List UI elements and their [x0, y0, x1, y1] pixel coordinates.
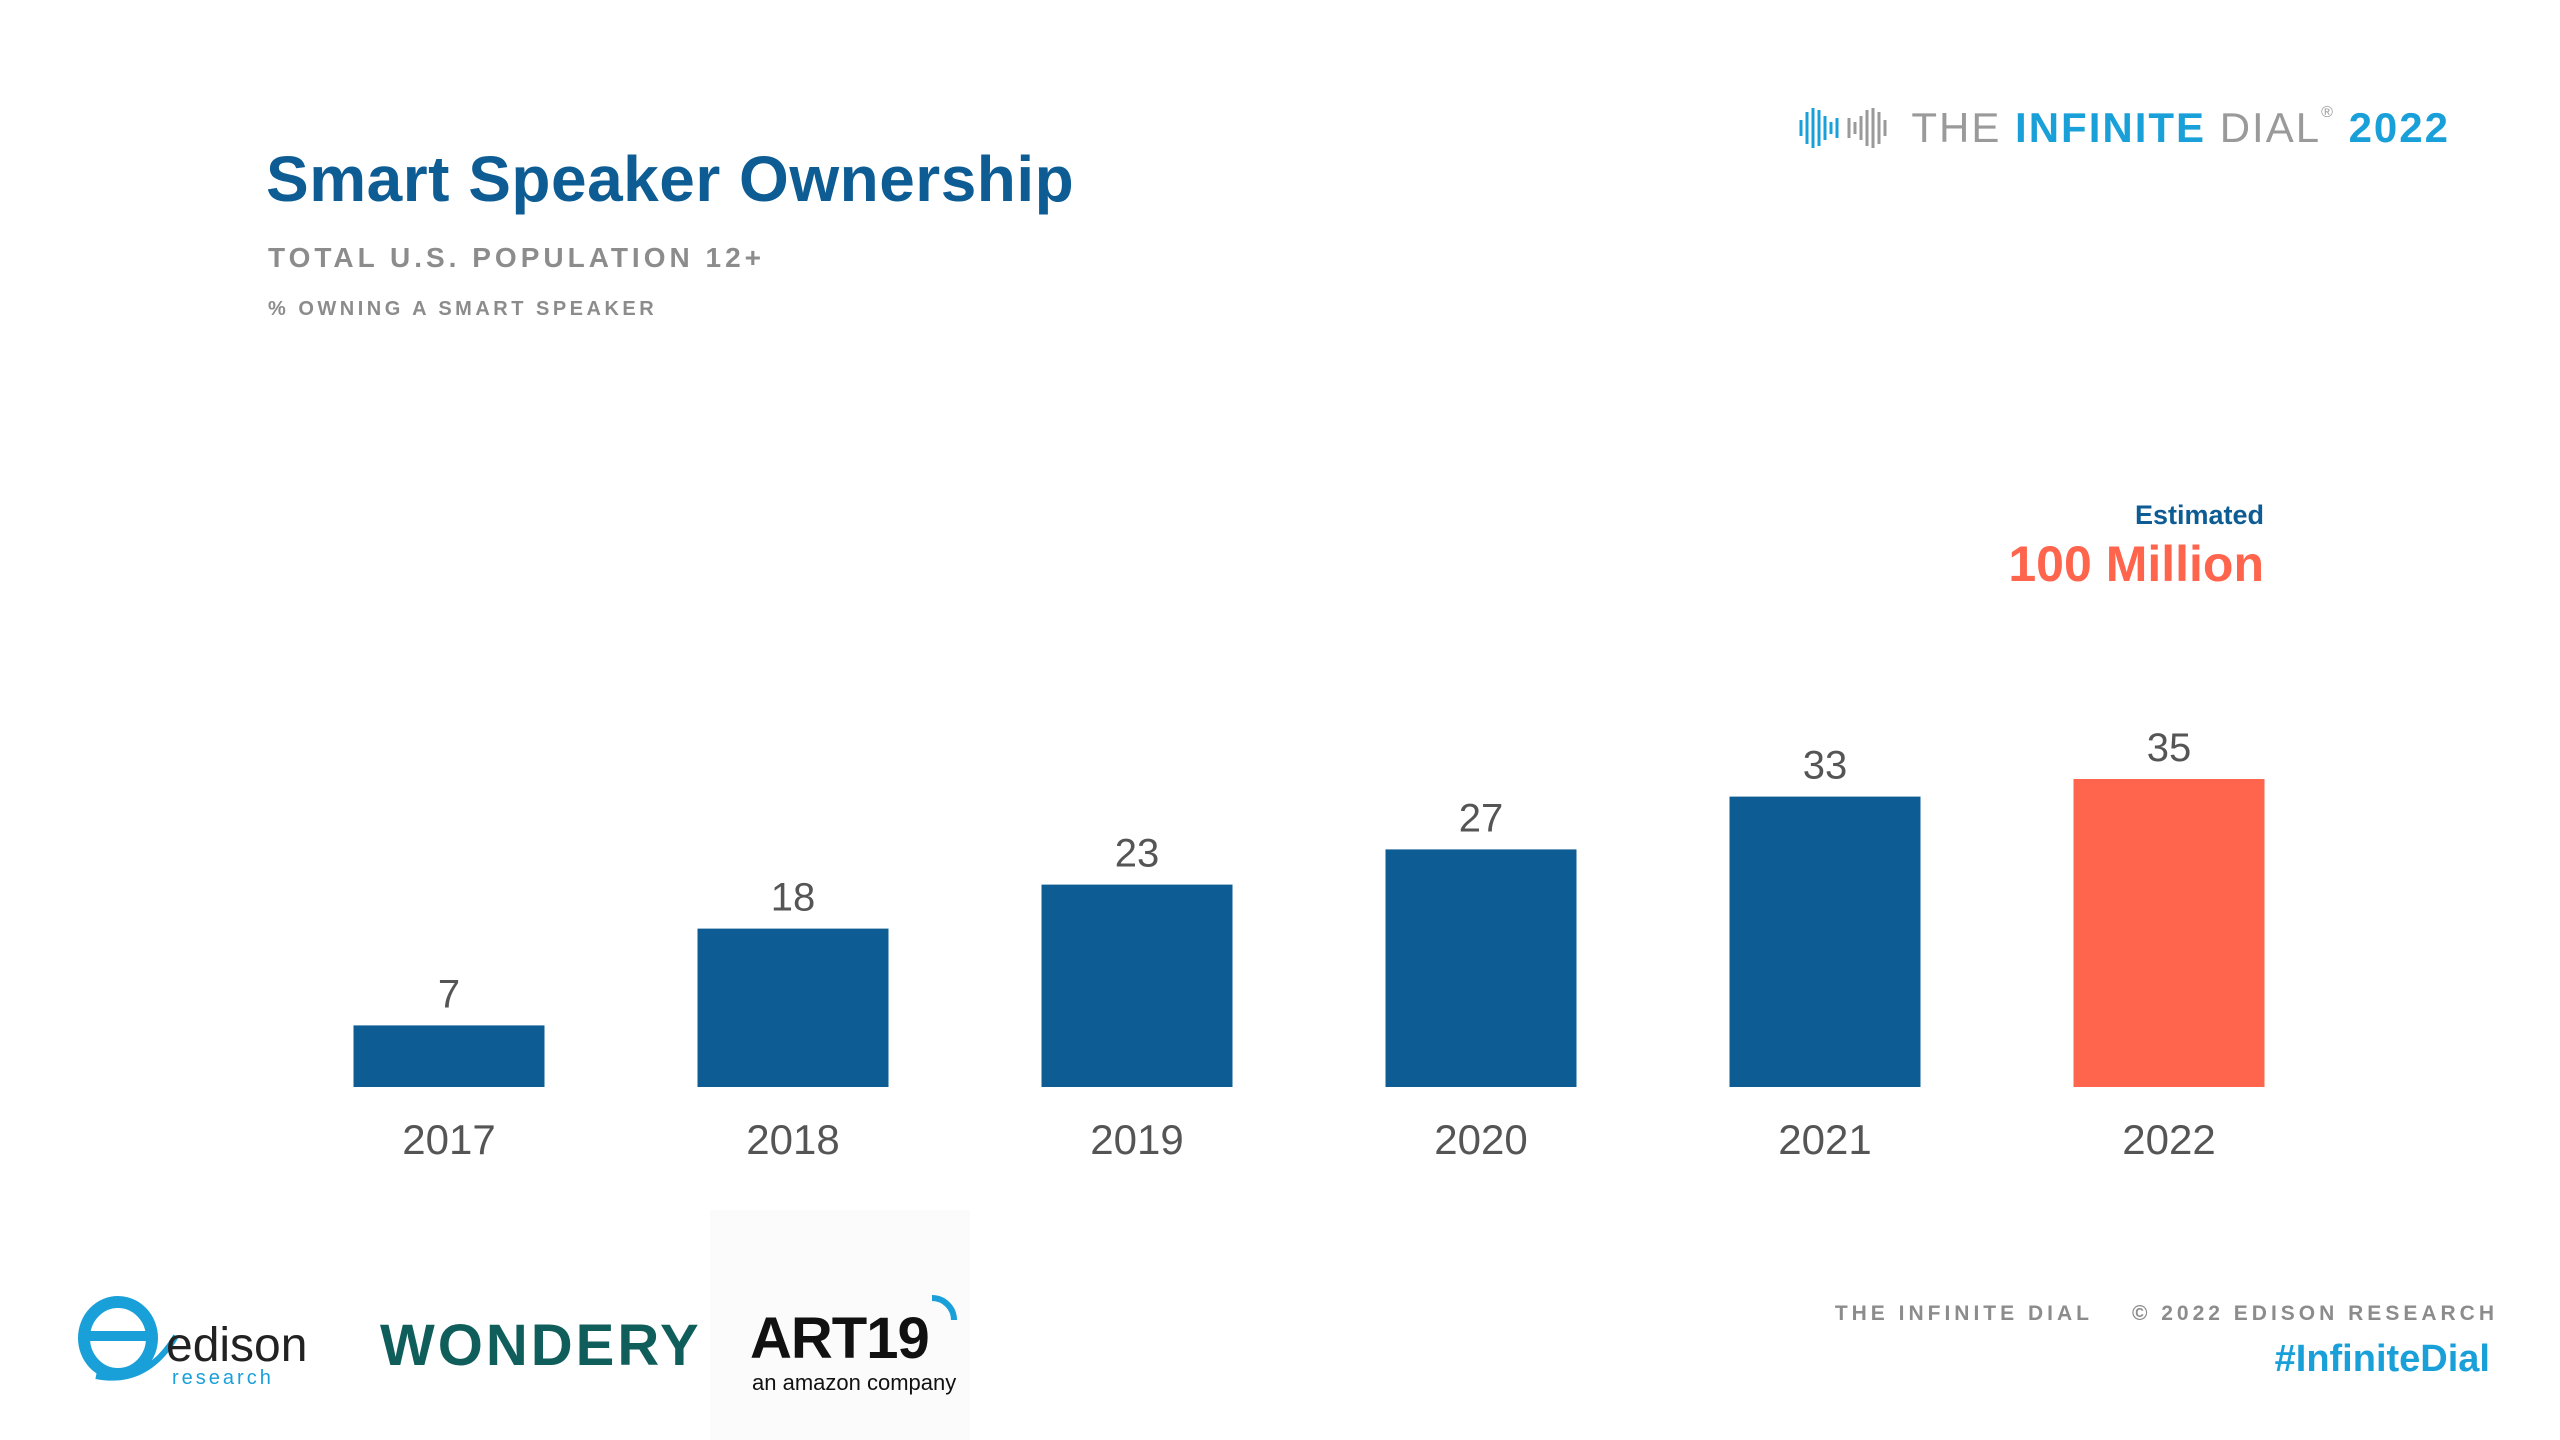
- bar-2021: [1729, 796, 1921, 1087]
- bar-2017: [353, 1025, 545, 1087]
- edison-research-logo: edison research: [78, 1296, 307, 1389]
- category-label-2021: 2021: [1778, 1116, 1871, 1163]
- bar-2020: [1385, 849, 1577, 1087]
- edison-logo-sub: research: [172, 1367, 274, 1389]
- copyright-right: © 2022 EDISON RESEARCH: [2131, 1302, 2498, 1325]
- bar-2018: [697, 928, 889, 1087]
- value-label-2021: 33: [1803, 744, 1848, 788]
- brand-name: INFINITE: [2015, 104, 2207, 151]
- brand-wordmark: THE INFINITE DIAL® 2022: [1911, 104, 2450, 152]
- category-label-2020: 2020: [1434, 1116, 1527, 1163]
- chart-title: Smart Speaker Ownership: [266, 143, 1075, 215]
- infinite-dial-brand: THE INFINITE DIAL® 2022: [1793, 98, 2450, 158]
- value-label-2018: 18: [771, 876, 816, 920]
- copyright-left: THE INFINITE DIAL: [1834, 1302, 2093, 1325]
- category-label-2022: 2022: [2122, 1116, 2215, 1163]
- category-label-2019: 2019: [1090, 1116, 1183, 1163]
- wondery-logo: WONDERY: [380, 1313, 702, 1378]
- infinite-dial-logo-icon: [1799, 108, 1887, 148]
- art19-logo: ART19 an amazon company: [710, 1210, 970, 1440]
- chart-subtitle: TOTAL U.S. POPULATION 12+: [268, 242, 765, 273]
- value-label-2019: 23: [1115, 832, 1160, 876]
- art19-logo-name: ART19: [750, 1306, 930, 1371]
- copyright: THE INFINITE DIAL © 2022 EDISON RESEARCH: [1835, 1302, 2498, 1326]
- hashtag: #InfiniteDial: [2274, 1338, 2490, 1380]
- art19-logo-tagline: an amazon company: [752, 1370, 957, 1395]
- estimate-value: 100 Million: [2008, 536, 2264, 592]
- estimate-label: Estimated: [2134, 500, 2264, 530]
- value-label-2017: 7: [438, 972, 460, 1016]
- bar-2022: [2073, 779, 2265, 1087]
- brand-registered: ®: [2321, 104, 2335, 121]
- bar-2019: [1041, 884, 1233, 1087]
- edison-logo-name: edison: [166, 1319, 307, 1372]
- value-label-2020: 27: [1459, 796, 1504, 840]
- category-label-2017: 2017: [402, 1116, 495, 1163]
- brand-year: 2022: [2348, 104, 2450, 151]
- value-label-2022: 35: [2147, 726, 2192, 770]
- brand-prefix: THE: [1911, 104, 2002, 151]
- estimate-callout: Estimated 100 Million: [2008, 500, 2264, 593]
- metric-label: % OWNING A SMART SPEAKER: [268, 298, 658, 320]
- art19-signal-icon: [931, 1295, 957, 1321]
- brand-suffix: DIAL: [2219, 104, 2322, 151]
- category-label-2018: 2018: [746, 1116, 839, 1163]
